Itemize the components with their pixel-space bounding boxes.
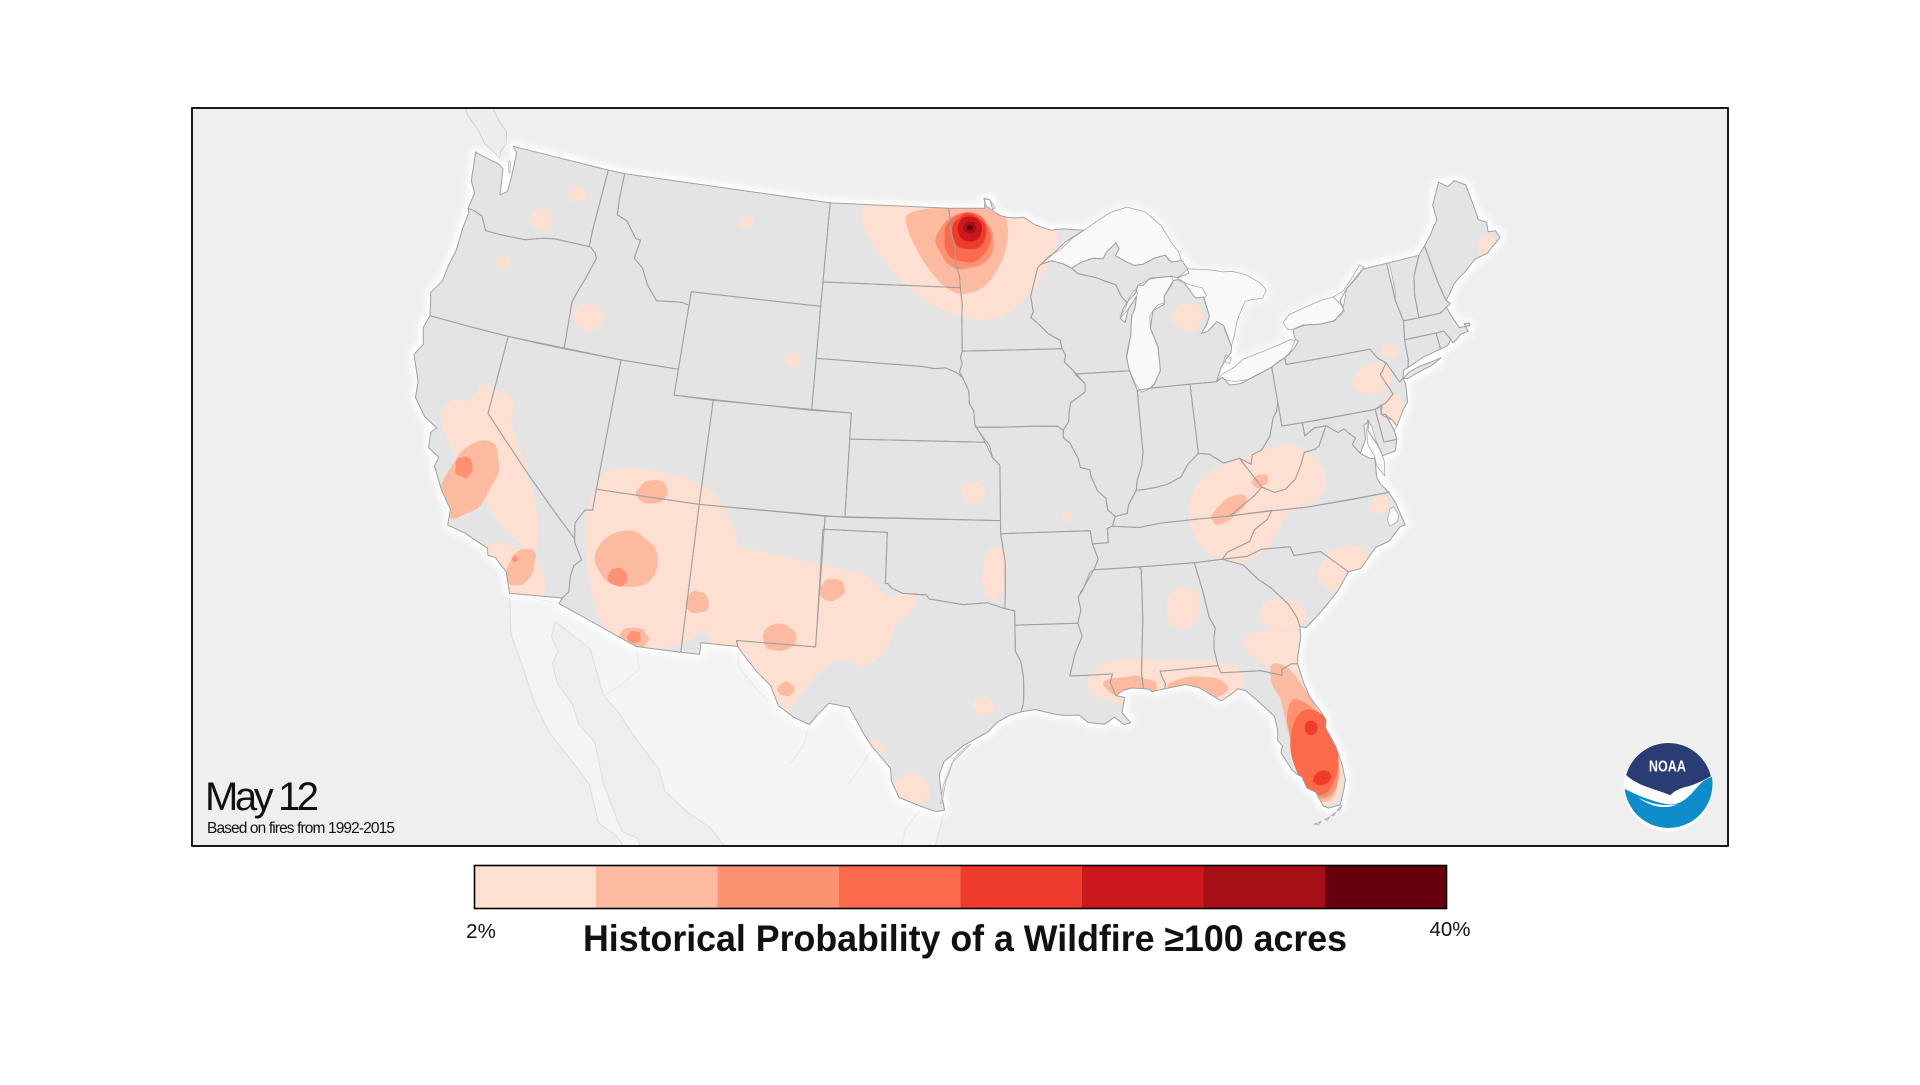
svg-text:May 12: May 12 — [205, 775, 319, 819]
svg-text:Historical Probability of a Wi: Historical Probability of a Wildfire ≥10… — [583, 918, 1347, 959]
svg-text:40%: 40% — [1429, 918, 1470, 941]
svg-text:Based on fires from 1992-2015: Based on fires from 1992-2015 — [207, 820, 395, 837]
svg-text:NOAA: NOAA — [1649, 759, 1686, 776]
svg-text:2%: 2% — [466, 920, 496, 943]
